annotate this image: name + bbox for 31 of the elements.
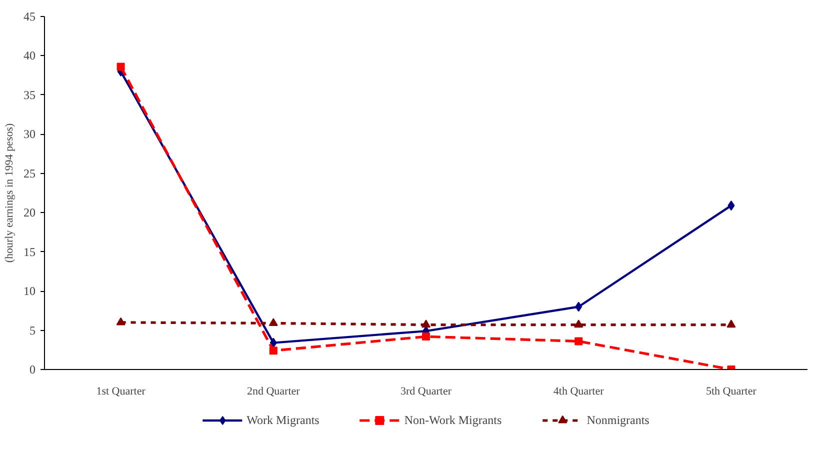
point bbox=[728, 200, 735, 211]
x-tick-label: 3rd Quarter bbox=[400, 386, 452, 398]
x-tick-label: 2nd Quarter bbox=[246, 386, 300, 398]
x-tick-label: 4th Quarter bbox=[553, 386, 604, 398]
y-tick-label: 15 bbox=[24, 244, 36, 259]
x-tick-label: 5th Quarter bbox=[706, 386, 757, 398]
point bbox=[574, 337, 583, 346]
legend-label: Work Migrants bbox=[246, 412, 320, 428]
y-tick-label: 0 bbox=[30, 362, 36, 376]
y-tick-label: 40 bbox=[24, 48, 36, 63]
y-tick-label: 10 bbox=[24, 284, 36, 298]
point bbox=[116, 317, 126, 326]
y-tick-label: 25 bbox=[24, 166, 36, 180]
point bbox=[422, 332, 430, 341]
y-tick-label: 5 bbox=[30, 323, 36, 338]
point bbox=[574, 320, 584, 328]
y-tick-label: 20 bbox=[24, 206, 36, 220]
x-tick-label: 1st Quarter bbox=[96, 386, 146, 398]
point bbox=[726, 320, 736, 328]
point bbox=[575, 302, 582, 312]
y-tick-label: 35 bbox=[24, 88, 36, 102]
point bbox=[270, 338, 277, 348]
y-tick-label: 30 bbox=[24, 127, 36, 142]
legend-label: Non-Work Migrants bbox=[404, 412, 502, 428]
point bbox=[116, 62, 125, 71]
y-axis-title: (hourly earnings in 1994 pesos) bbox=[4, 123, 16, 263]
point bbox=[269, 346, 278, 355]
point bbox=[422, 320, 430, 328]
point bbox=[268, 318, 278, 326]
y-tick-label: 45 bbox=[24, 10, 36, 24]
legend-label: Nonmigrants bbox=[586, 412, 650, 428]
